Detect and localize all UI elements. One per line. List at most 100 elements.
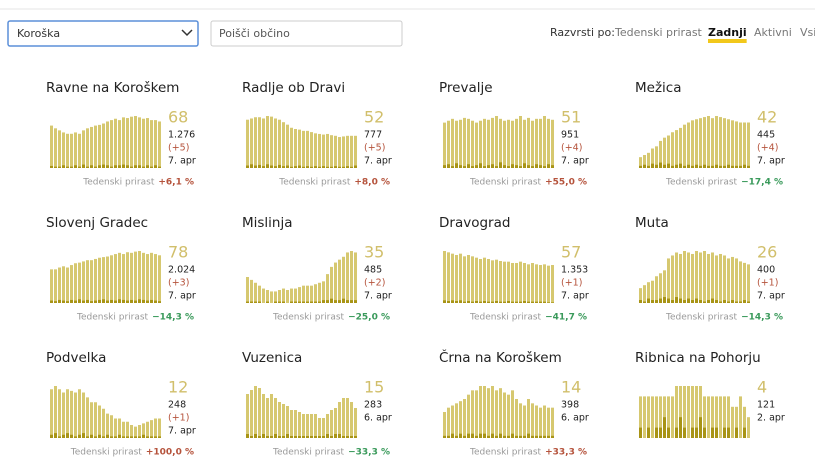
active-bar <box>671 396 674 438</box>
new-bar <box>306 166 309 168</box>
active-bar <box>507 119 510 168</box>
new-bar <box>94 436 97 438</box>
new-bar <box>318 436 321 438</box>
active-bar <box>314 414 317 438</box>
active-bar <box>266 116 269 168</box>
sort-option[interactable]: Vsi <box>800 26 815 39</box>
active-bar <box>346 252 349 303</box>
sort-option[interactable]: Aktivni <box>754 26 792 39</box>
active-bar <box>711 396 714 438</box>
active-bar <box>695 251 698 303</box>
active-bar <box>459 119 462 168</box>
new-bar <box>719 301 722 303</box>
new-bar <box>463 166 466 168</box>
new-bar <box>326 434 329 438</box>
active-bar <box>114 254 117 303</box>
active-bar <box>451 253 454 303</box>
new-bar <box>523 435 526 438</box>
active-bar <box>150 252 153 303</box>
active-bar <box>58 389 61 438</box>
active-bar <box>539 118 542 168</box>
new-bar <box>102 164 105 168</box>
active-bar <box>731 120 734 168</box>
date: 7. apr <box>364 291 392 302</box>
new-bar <box>551 165 554 168</box>
active-bar <box>699 118 702 168</box>
active-bar <box>286 290 289 303</box>
panel-title: Slovenj Gradec <box>46 215 148 231</box>
new-bar <box>523 301 526 303</box>
new-bar <box>491 433 494 438</box>
active-bar <box>527 264 530 303</box>
active-bar <box>306 130 309 168</box>
active-bar <box>539 265 542 303</box>
active-bar <box>727 119 730 168</box>
total-cases: 485 <box>364 265 382 276</box>
active-bar <box>467 255 470 303</box>
active-bar <box>671 255 674 303</box>
active-bar <box>659 396 662 438</box>
new-bar <box>282 436 285 438</box>
active-bar <box>342 136 345 168</box>
new-bar <box>503 165 506 168</box>
new-bar <box>495 166 498 168</box>
new-bar <box>290 166 293 168</box>
new-bar <box>334 166 337 168</box>
active-bar <box>150 120 153 168</box>
new-bar <box>90 165 93 168</box>
active-bar <box>475 390 478 438</box>
active-bar <box>322 281 325 303</box>
active-bar <box>443 251 446 303</box>
active-bar <box>723 118 726 168</box>
new-bar <box>86 299 89 303</box>
latest-value: 52 <box>364 108 384 127</box>
active-bar <box>306 414 309 438</box>
active-bar <box>330 266 333 303</box>
new-bar <box>535 435 538 438</box>
active-bar <box>467 394 470 438</box>
active-bar <box>443 412 446 438</box>
new-bar <box>647 165 650 168</box>
active-bar <box>266 290 269 303</box>
new-bar <box>447 301 450 303</box>
new-bar <box>54 301 57 303</box>
active-bar <box>126 252 129 303</box>
active-bar <box>691 253 694 303</box>
active-bar <box>547 265 550 303</box>
panel-title: Ravne na Koroškem <box>46 80 179 96</box>
new-bar <box>691 165 694 168</box>
sort-option[interactable]: Zadnji <box>708 26 747 39</box>
new-bar <box>515 165 518 168</box>
new-bar <box>707 165 710 168</box>
active-bar <box>471 390 474 438</box>
active-bar <box>118 252 121 303</box>
new-bar <box>338 300 341 303</box>
active-bar <box>679 386 682 438</box>
new-bar <box>246 165 249 168</box>
sort-option[interactable]: Tedenski prirast <box>614 26 703 39</box>
new-bar <box>495 301 498 303</box>
active-bar <box>354 135 357 168</box>
active-bar <box>78 133 81 168</box>
new-bar <box>118 299 121 303</box>
search-input[interactable] <box>210 20 403 47</box>
total-cases: 1.276 <box>168 130 195 141</box>
new-bar <box>679 298 682 303</box>
active-bar <box>491 260 494 303</box>
new-bar <box>543 301 546 303</box>
weekly-label: Tedenski prirast <box>272 448 345 458</box>
new-bar <box>138 165 141 168</box>
active-bar <box>455 120 458 168</box>
active-bar <box>146 421 149 438</box>
panel-title: Podvelka <box>46 350 106 366</box>
active-bar <box>50 269 53 303</box>
new-bar <box>659 162 662 168</box>
new-bar <box>691 300 694 303</box>
region-select[interactable] <box>7 20 199 47</box>
new-bar <box>703 164 706 168</box>
weekly-change: +6,1 % <box>158 178 194 188</box>
new-bar <box>266 301 269 303</box>
active-bar <box>495 259 498 303</box>
new-bar <box>679 163 682 168</box>
new-bar <box>667 163 670 168</box>
